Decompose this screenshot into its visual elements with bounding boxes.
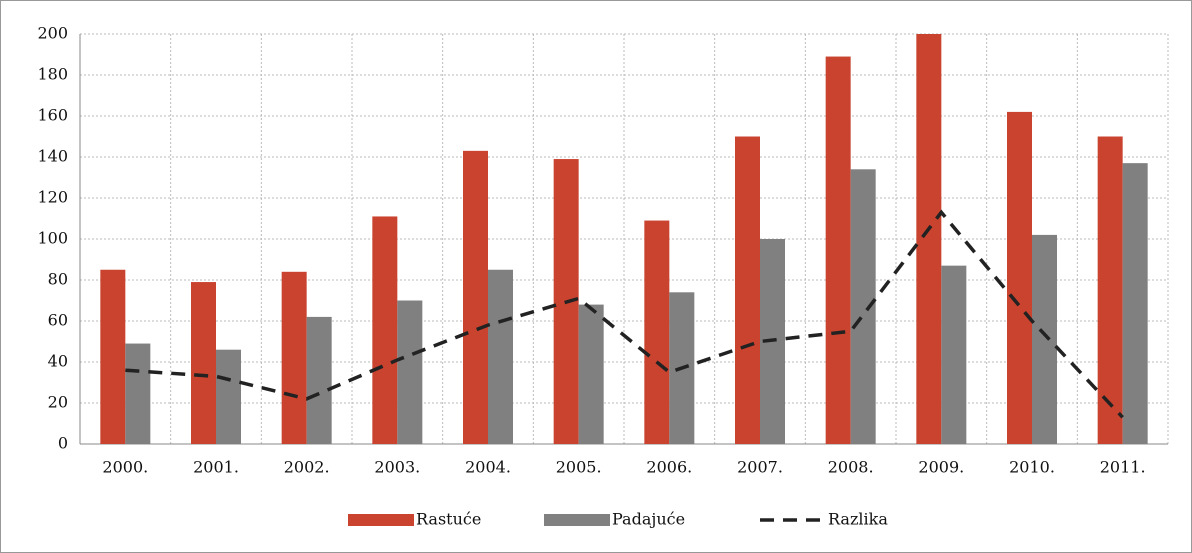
line bbox=[125, 209, 1124, 419]
bar bbox=[372, 216, 398, 444]
bar bbox=[125, 343, 151, 444]
bar bbox=[488, 269, 513, 444]
y-tick-label: 60 bbox=[48, 311, 68, 330]
y-tick-label: 20 bbox=[48, 393, 68, 412]
x-tick-label: 2009. bbox=[918, 458, 964, 477]
x-tick-label: 2001. bbox=[193, 458, 239, 477]
x-tick-label: 2000. bbox=[102, 458, 148, 477]
bar bbox=[306, 316, 332, 444]
bar bbox=[941, 265, 967, 444]
bar bbox=[281, 271, 307, 444]
y-tick-label: 100 bbox=[37, 229, 68, 248]
y-tick-label: 80 bbox=[48, 270, 68, 289]
y-tick-label: 200 bbox=[37, 24, 68, 43]
bar bbox=[916, 34, 942, 444]
bar bbox=[1097, 136, 1123, 444]
y-tick-label: 160 bbox=[37, 106, 68, 125]
bar bbox=[825, 56, 851, 445]
bar bbox=[1032, 234, 1057, 444]
x-tick-label: 2011. bbox=[1100, 458, 1146, 477]
y-tick-label: 120 bbox=[37, 188, 68, 207]
y-tick-label: 140 bbox=[37, 147, 68, 166]
x-tick-label: 2008. bbox=[828, 458, 874, 477]
bar bbox=[216, 349, 241, 444]
bar bbox=[850, 169, 876, 445]
x-tick-label: 2003. bbox=[374, 458, 420, 477]
x-tick-label: 2010. bbox=[1009, 458, 1055, 477]
bar bbox=[191, 282, 216, 444]
bar bbox=[1007, 111, 1032, 445]
bar bbox=[463, 150, 488, 444]
bar bbox=[644, 220, 670, 444]
y-tick-label: 0 bbox=[58, 434, 68, 453]
bar bbox=[397, 300, 423, 444]
bar bbox=[735, 136, 760, 444]
y-tick-label: 40 bbox=[48, 352, 68, 371]
legend-label: Padajuće bbox=[612, 510, 685, 529]
bar bbox=[1122, 163, 1148, 444]
y-tick-label: 180 bbox=[37, 65, 68, 84]
legend-label: Razlika bbox=[828, 510, 888, 529]
x-tick-label: 2007. bbox=[737, 458, 783, 477]
bar bbox=[578, 304, 604, 444]
legend-label: Rastuće bbox=[416, 510, 481, 529]
legend-swatch bbox=[348, 514, 414, 526]
x-tick-label: 2002. bbox=[284, 458, 330, 477]
legend-swatch bbox=[544, 514, 610, 526]
x-tick-label: 2004. bbox=[465, 458, 511, 477]
bar bbox=[100, 269, 126, 444]
x-tick-label: 2006. bbox=[646, 458, 692, 477]
x-tick-label: 2005. bbox=[556, 458, 602, 477]
